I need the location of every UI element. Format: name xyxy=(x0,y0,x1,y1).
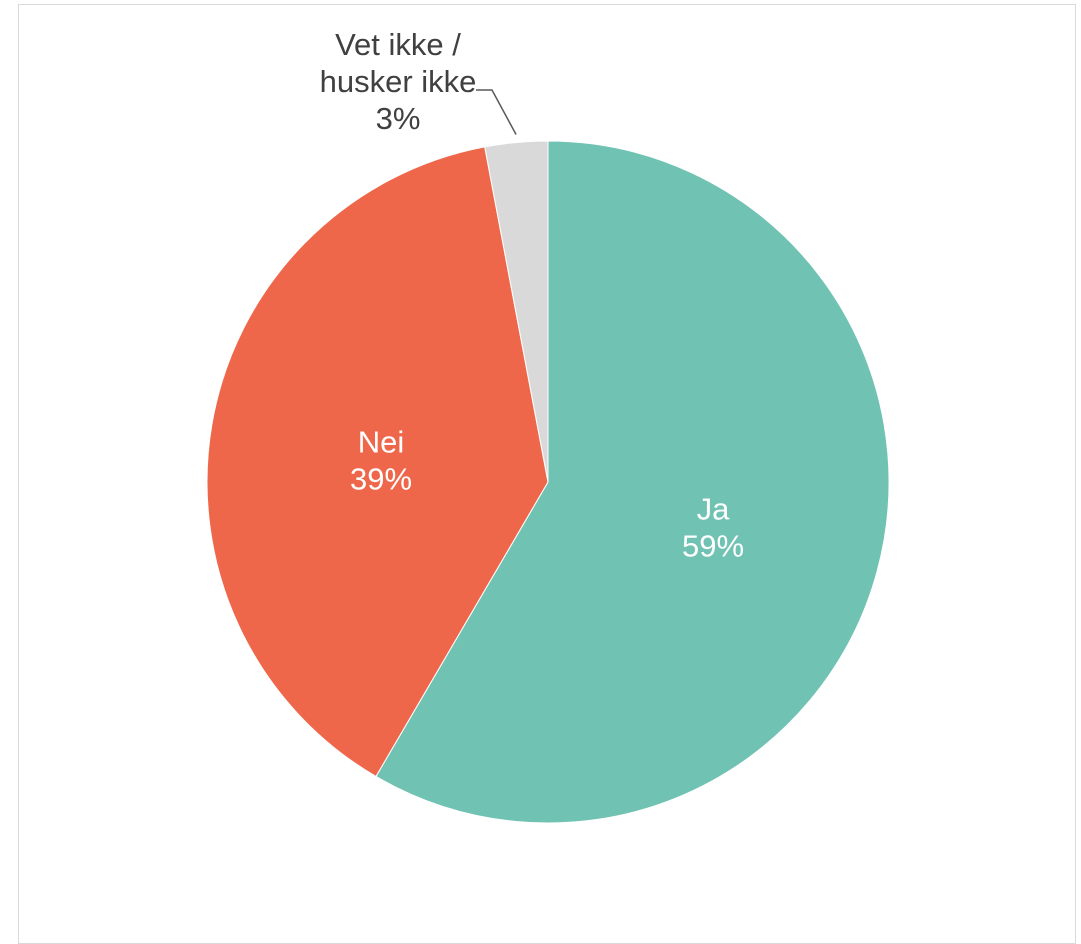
pie-slices xyxy=(206,140,890,824)
pie-slice-ja xyxy=(375,140,890,824)
leader-line-vet-ikke-husker-ikke xyxy=(476,89,517,135)
pie-chart: Ja 59% Nei 39% Vet ikke / husker ikke 3% xyxy=(206,27,890,824)
data-label-value: 59% xyxy=(682,529,744,564)
data-label-category: Vet ikke / xyxy=(335,27,461,62)
data-label-vet-ikke-husker-ikke: Vet ikke / husker ikke 3% xyxy=(320,27,477,136)
data-label-category: Nei xyxy=(358,425,405,460)
pie-slice-nei xyxy=(206,146,549,778)
data-label-category: husker ikke xyxy=(320,64,477,99)
data-label-value: 3% xyxy=(376,101,421,136)
leader-lines xyxy=(476,89,517,135)
data-label-nei: Nei 39% xyxy=(350,425,412,497)
pie-slice-vet-ikke-husker-ikke xyxy=(484,140,549,483)
data-label-category: Ja xyxy=(697,492,731,527)
data-labels: Ja 59% Nei 39% Vet ikke / husker ikke 3% xyxy=(320,27,744,564)
data-label-ja: Ja 59% xyxy=(682,492,744,564)
data-label-value: 39% xyxy=(350,462,412,497)
